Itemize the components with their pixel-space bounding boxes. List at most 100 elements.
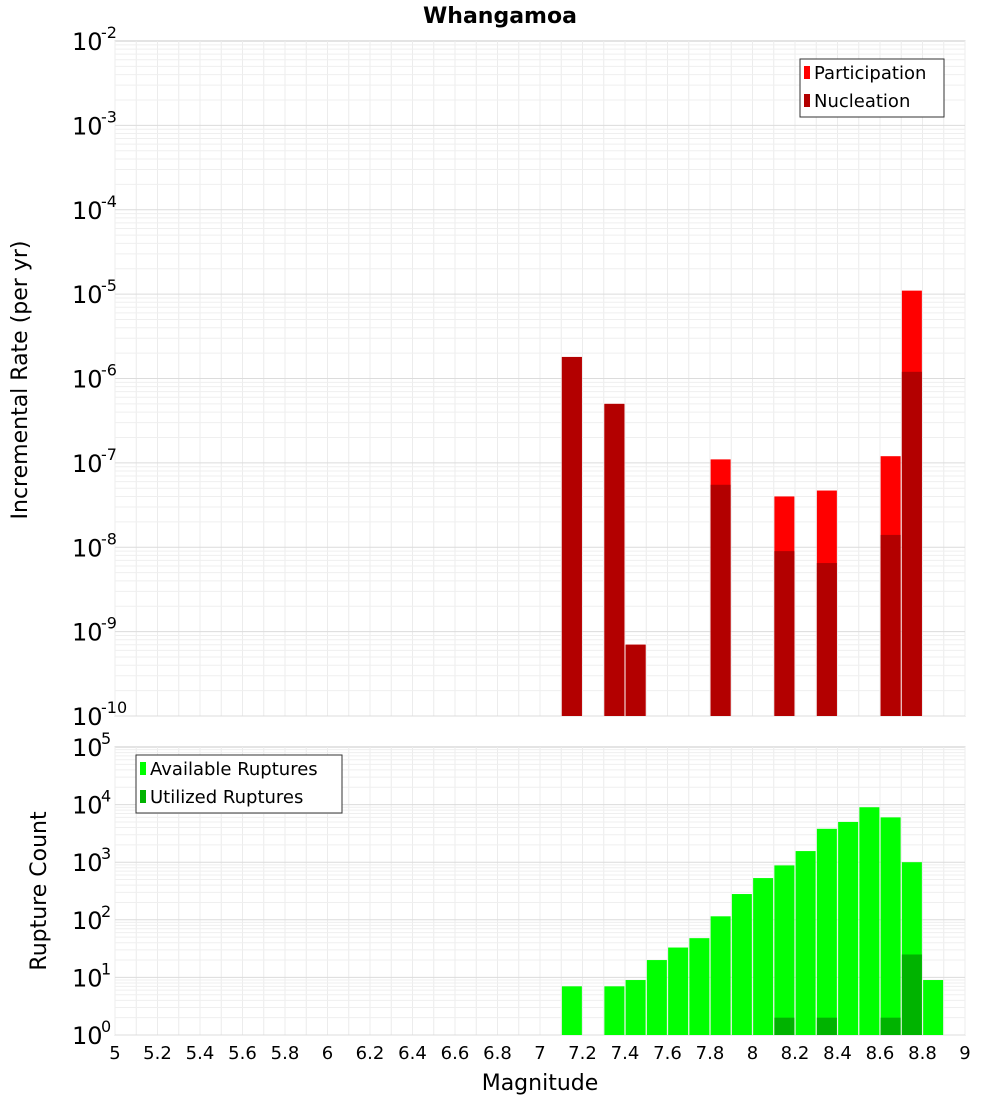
legend-label: Nucleation xyxy=(814,91,910,112)
x-axis-label: Magnitude xyxy=(482,1071,599,1096)
y-tick-label: 10 xyxy=(72,366,103,394)
x-tick-label: 8.2 xyxy=(781,1043,810,1064)
available-ruptures-bar xyxy=(774,865,795,1035)
utilized-ruptures-bar xyxy=(880,1017,901,1035)
legend-swatch xyxy=(140,762,146,775)
x-axis-ticks: 5 5.2 5.4 5.6 5.8 6 6.2 6.4 6.6 6.8 7 7.2 7.4 7.6 7.8 8… xyxy=(109,1043,970,1064)
x-tick-label: 7.2 xyxy=(568,1043,597,1064)
top-plot: 10-1010-910-810-710-610-510-410-310-2Par… xyxy=(72,23,966,731)
y-tick-exponent: -3 xyxy=(101,107,117,126)
available-ruptures-bar xyxy=(816,828,837,1035)
y-tick-label: 10 xyxy=(72,1022,103,1050)
x-tick-label: 8.8 xyxy=(908,1043,937,1064)
available-ruptures-bar xyxy=(710,916,731,1035)
x-tick-label: 6.2 xyxy=(356,1043,385,1064)
nucleation-bar xyxy=(774,551,795,716)
y-tick-exponent: 4 xyxy=(101,787,111,806)
available-ruptures-bar xyxy=(646,960,667,1035)
y-tick-exponent: 3 xyxy=(101,844,111,863)
available-ruptures-bar xyxy=(561,986,582,1035)
available-ruptures-bar xyxy=(753,878,774,1035)
x-tick-label: 7.8 xyxy=(696,1043,725,1064)
legend-box xyxy=(799,58,945,118)
available-ruptures-bar xyxy=(731,894,752,1035)
nucleation-bar xyxy=(710,484,731,716)
x-tick-label: 7.4 xyxy=(611,1043,640,1064)
nucleation-bar xyxy=(816,563,837,716)
y-tick-label: 10 xyxy=(72,734,103,762)
y-tick-label: 10 xyxy=(72,619,103,647)
nucleation-bar xyxy=(604,403,625,716)
legend: Participation Nucleation xyxy=(799,58,945,118)
y-tick-exponent: -4 xyxy=(101,192,117,211)
nucleation-bar xyxy=(561,356,582,716)
y-tick-exponent: 2 xyxy=(101,902,111,921)
x-tick-label: 5.2 xyxy=(143,1043,172,1064)
utilized-ruptures-bar xyxy=(901,954,922,1035)
legend-swatch xyxy=(804,66,810,79)
available-ruptures-bar xyxy=(689,938,710,1035)
available-ruptures-bar xyxy=(838,821,859,1035)
y-tick-exponent: 5 xyxy=(101,729,111,748)
nucleation-bar xyxy=(880,534,901,716)
available-ruptures-bar xyxy=(668,947,689,1035)
available-ruptures-bar xyxy=(923,980,944,1035)
y-tick-exponent: -7 xyxy=(101,445,117,464)
available-ruptures-bar xyxy=(625,980,646,1035)
legend-label: Utilized Ruptures xyxy=(150,787,303,808)
y-tick-label: 10 xyxy=(72,281,103,309)
y-tick-label: 10 xyxy=(72,907,103,935)
y-tick-exponent: -6 xyxy=(101,361,117,380)
bottom-y-axis-label: Rupture Count xyxy=(27,811,52,971)
y-tick-exponent: -5 xyxy=(101,276,117,295)
y-tick-exponent: -10 xyxy=(101,698,127,717)
y-tick-label: 10 xyxy=(72,703,103,731)
x-tick-label: 6.8 xyxy=(483,1043,512,1064)
y-tick-label: 10 xyxy=(72,28,103,56)
available-ruptures-bar xyxy=(795,851,816,1035)
y-tick-label: 10 xyxy=(72,964,103,992)
y-tick-exponent: -8 xyxy=(101,529,117,548)
x-tick-label: 5.8 xyxy=(271,1043,300,1064)
utilized-ruptures-bar xyxy=(774,1017,795,1035)
x-tick-label: 6.6 xyxy=(441,1043,470,1064)
nucleation-bar xyxy=(625,644,646,716)
legend-box xyxy=(135,754,343,814)
chart-title: Whangamoa xyxy=(423,4,577,29)
x-tick-label: 7 xyxy=(534,1043,545,1064)
utilized-ruptures-bar xyxy=(816,1017,837,1035)
x-tick-label: 6.4 xyxy=(398,1043,427,1064)
legend-label: Participation xyxy=(814,63,926,84)
available-ruptures-bar xyxy=(880,817,901,1035)
y-tick-label: 10 xyxy=(72,849,103,877)
x-tick-label: 8.4 xyxy=(823,1043,852,1064)
legend-swatch xyxy=(804,94,810,107)
x-tick-label: 7.6 xyxy=(653,1043,682,1064)
top-y-axis-label: Incremental Rate (per yr) xyxy=(8,241,33,520)
y-tick-label: 10 xyxy=(72,450,103,478)
x-tick-label: 5.6 xyxy=(228,1043,257,1064)
x-tick-label: 6 xyxy=(322,1043,333,1064)
nucleation-bar xyxy=(901,371,922,716)
y-tick-exponent: -2 xyxy=(101,23,117,42)
x-tick-label: 8 xyxy=(747,1043,758,1064)
y-tick-exponent: 1 xyxy=(101,959,111,978)
y-tick-label: 10 xyxy=(72,112,103,140)
legend-label: Available Ruptures xyxy=(150,759,318,780)
y-tick-label: 10 xyxy=(72,197,103,225)
x-tick-label: 9 xyxy=(959,1043,970,1064)
y-tick-exponent: 0 xyxy=(101,1017,111,1036)
available-ruptures-bar xyxy=(859,807,880,1035)
x-tick-label: 5 xyxy=(109,1043,120,1064)
y-tick-label: 10 xyxy=(72,534,103,562)
legend-swatch xyxy=(140,790,146,803)
available-ruptures-bar xyxy=(604,986,625,1035)
y-tick-exponent: -9 xyxy=(101,614,117,633)
y-tick-label: 10 xyxy=(72,792,103,820)
legend: Available Ruptures Utilized Ruptures xyxy=(135,754,343,814)
x-tick-label: 5.4 xyxy=(186,1043,215,1064)
x-tick-label: 8.6 xyxy=(866,1043,895,1064)
